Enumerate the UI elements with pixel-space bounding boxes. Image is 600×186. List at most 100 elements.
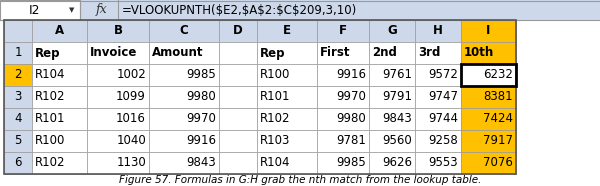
Bar <box>317 108 369 130</box>
Bar <box>32 86 87 108</box>
Text: R101: R101 <box>260 91 290 103</box>
Bar <box>317 64 369 86</box>
Bar <box>415 20 461 42</box>
Text: R100: R100 <box>260 68 290 81</box>
Text: 9781: 9781 <box>336 134 366 147</box>
Bar <box>415 130 461 152</box>
Bar <box>87 20 149 42</box>
Bar <box>219 20 257 42</box>
Bar <box>4 20 32 42</box>
Bar <box>87 64 149 86</box>
Bar <box>0 0 600 20</box>
Bar <box>257 152 317 174</box>
Text: Rep: Rep <box>35 46 61 60</box>
Bar <box>4 108 32 130</box>
Bar <box>32 108 87 130</box>
Text: R102: R102 <box>35 91 65 103</box>
Bar <box>4 152 32 174</box>
Bar <box>219 42 257 64</box>
Bar <box>369 20 415 42</box>
Text: 9791: 9791 <box>382 91 412 103</box>
Text: 9553: 9553 <box>428 156 458 169</box>
Text: 10th: 10th <box>464 46 494 60</box>
Bar <box>32 64 87 86</box>
Text: R104: R104 <box>260 156 290 169</box>
Bar <box>317 86 369 108</box>
Text: A: A <box>55 25 64 38</box>
Bar <box>219 86 257 108</box>
Bar <box>4 20 516 174</box>
Bar <box>415 152 461 174</box>
Text: 1099: 1099 <box>116 91 146 103</box>
Text: 6232: 6232 <box>483 68 513 81</box>
Text: R100: R100 <box>35 134 65 147</box>
Text: 9747: 9747 <box>428 91 458 103</box>
Text: 9985: 9985 <box>336 156 366 169</box>
Bar <box>32 42 87 64</box>
Text: Rep: Rep <box>260 46 286 60</box>
Bar <box>317 152 369 174</box>
Bar <box>32 20 87 42</box>
Bar <box>461 152 516 174</box>
Text: =VLOOKUPNTH($E2,$A$2:$C$209,3,10): =VLOOKUPNTH($E2,$A$2:$C$209,3,10) <box>122 4 357 17</box>
Text: R104: R104 <box>35 68 65 81</box>
Bar <box>149 64 219 86</box>
Text: 3rd: 3rd <box>418 46 440 60</box>
Bar <box>257 42 317 64</box>
Bar <box>0 0 80 20</box>
Text: 9744: 9744 <box>428 113 458 126</box>
Bar <box>317 20 369 42</box>
Text: 7076: 7076 <box>483 156 513 169</box>
Bar <box>257 86 317 108</box>
Text: 9572: 9572 <box>428 68 458 81</box>
Text: 7424: 7424 <box>483 113 513 126</box>
Bar <box>87 42 149 64</box>
Bar <box>317 42 369 64</box>
Text: 7917: 7917 <box>483 134 513 147</box>
Bar <box>257 108 317 130</box>
Bar <box>461 64 516 86</box>
Text: 1130: 1130 <box>116 156 146 169</box>
Bar <box>369 108 415 130</box>
Text: C: C <box>179 25 188 38</box>
Bar <box>257 20 317 42</box>
Bar <box>415 42 461 64</box>
Text: 1002: 1002 <box>116 68 146 81</box>
Bar <box>149 86 219 108</box>
Text: R103: R103 <box>260 134 290 147</box>
Bar <box>32 130 87 152</box>
Text: ▼: ▼ <box>70 7 74 13</box>
Bar <box>461 42 516 64</box>
Text: D: D <box>233 25 243 38</box>
Text: 9843: 9843 <box>186 156 216 169</box>
Text: R102: R102 <box>260 113 290 126</box>
Bar <box>369 42 415 64</box>
Text: 3: 3 <box>14 91 22 103</box>
Bar <box>415 108 461 130</box>
Bar <box>219 108 257 130</box>
Text: 9980: 9980 <box>336 113 366 126</box>
Bar <box>257 130 317 152</box>
Bar <box>87 86 149 108</box>
Text: F: F <box>339 25 347 38</box>
Bar <box>317 130 369 152</box>
Text: 9970: 9970 <box>186 113 216 126</box>
Text: 9916: 9916 <box>186 134 216 147</box>
Text: 9258: 9258 <box>428 134 458 147</box>
Bar <box>461 130 516 152</box>
Bar <box>219 64 257 86</box>
Bar <box>32 152 87 174</box>
Text: 9980: 9980 <box>186 91 216 103</box>
Text: 9761: 9761 <box>382 68 412 81</box>
Text: 1: 1 <box>14 46 22 60</box>
Bar <box>4 86 32 108</box>
Text: 9985: 9985 <box>186 68 216 81</box>
Text: First: First <box>320 46 350 60</box>
Text: Figure 57. Formulas in G:H grab the nth match from the lookup table.: Figure 57. Formulas in G:H grab the nth … <box>119 175 481 185</box>
Bar <box>149 108 219 130</box>
Bar <box>149 130 219 152</box>
Bar <box>4 64 32 86</box>
Text: 2nd: 2nd <box>372 46 397 60</box>
Bar <box>149 152 219 174</box>
Text: 9970: 9970 <box>336 91 366 103</box>
